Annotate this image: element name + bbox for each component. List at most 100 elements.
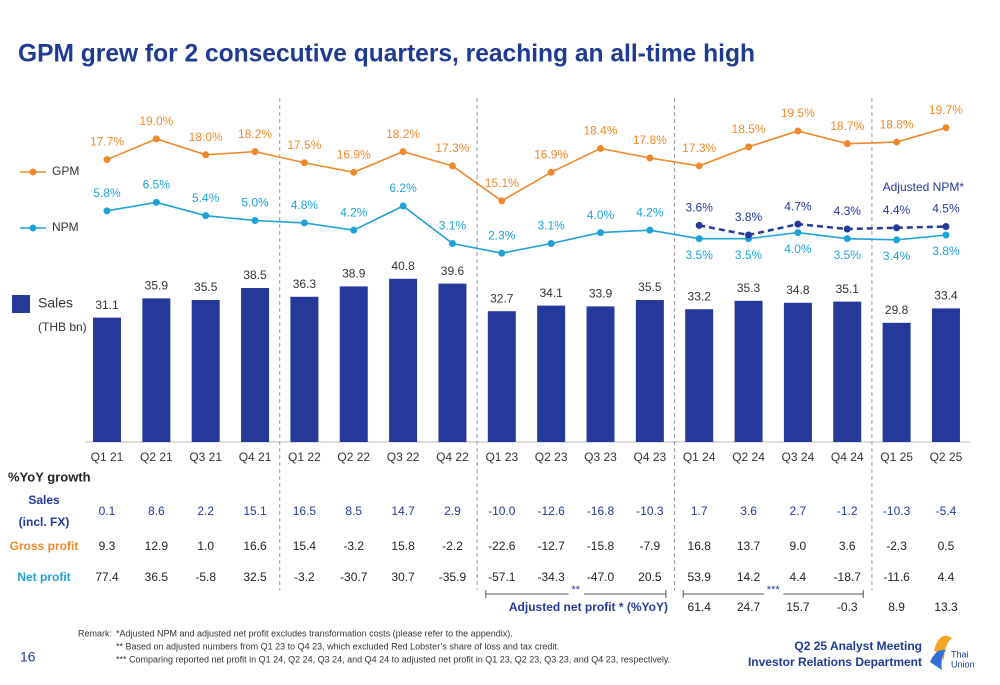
point-label: 4.0% — [784, 242, 812, 256]
point-label: 18.2% — [238, 127, 272, 141]
cell: -1.2 — [837, 504, 858, 518]
department: Investor Relations Department — [748, 655, 922, 669]
bar-label: 33.9 — [589, 287, 613, 301]
legend-label: Adjusted NPM* — [883, 180, 965, 194]
point — [745, 143, 753, 151]
point-label: 3.5% — [686, 248, 714, 262]
cell: -5.8 — [195, 570, 216, 584]
cell: 1.0 — [197, 539, 214, 553]
point-label: 18.7% — [830, 119, 864, 133]
point — [251, 148, 259, 156]
cell: 1.7 — [691, 504, 708, 518]
bar — [241, 288, 270, 442]
point — [843, 140, 851, 148]
cell: 30.7 — [391, 570, 415, 584]
x-tick-label: Q3 22 — [387, 450, 420, 464]
point-label: 2.3% — [488, 228, 516, 242]
point — [152, 135, 160, 143]
legend-label: NPM — [52, 220, 79, 234]
point — [103, 156, 111, 164]
cell: -15.8 — [587, 539, 615, 553]
x-tick-label: Q3 23 — [584, 450, 617, 464]
bar-label: 29.8 — [885, 303, 909, 317]
cell: 12.9 — [145, 539, 169, 553]
point-label: 3.5% — [735, 248, 763, 262]
bar-label: 35.5 — [638, 280, 662, 294]
point — [448, 162, 456, 170]
cell: 77.4 — [95, 570, 119, 584]
logo-shape — [930, 649, 946, 670]
bar — [191, 300, 220, 442]
cell: -18.7 — [834, 570, 862, 584]
point-label: 17.8% — [633, 133, 667, 147]
bar-label: 31.1 — [95, 298, 119, 312]
point — [695, 162, 703, 170]
cell: 15.1 — [243, 504, 267, 518]
cell: 3.6 — [740, 504, 757, 518]
point-label: 3.8% — [932, 244, 960, 258]
bar — [438, 283, 467, 442]
x-tick-label: Q4 21 — [239, 450, 272, 464]
row-label: (incl. FX) — [19, 515, 70, 529]
point-label: 5.4% — [192, 191, 220, 205]
x-tick-label: Q4 22 — [436, 450, 469, 464]
cell: 9.3 — [99, 539, 116, 553]
cell: -10.3 — [883, 504, 911, 518]
point — [843, 235, 851, 243]
point-label: 16.9% — [534, 147, 568, 161]
line — [106, 127, 947, 202]
cell: 32.5 — [243, 570, 267, 584]
point — [448, 239, 456, 247]
cell: -22.6 — [488, 539, 516, 553]
point — [942, 223, 950, 231]
point-label: 17.3% — [435, 141, 469, 155]
point — [202, 151, 210, 159]
cell: 3.6 — [839, 539, 856, 553]
remark: *** Comparing reported net profit in Q1 … — [116, 654, 670, 664]
point-label: 17.7% — [90, 135, 124, 149]
x-tick-label: Q1 22 — [288, 450, 321, 464]
cell: 8.5 — [345, 504, 362, 518]
point — [103, 207, 111, 215]
bar — [487, 311, 516, 442]
remark-label: Remark: — [78, 628, 112, 638]
point — [646, 226, 654, 234]
point — [942, 124, 950, 132]
bar — [339, 286, 368, 442]
point — [547, 168, 555, 176]
point-label: 4.0% — [587, 208, 615, 222]
cell: 24.7 — [737, 600, 761, 614]
cell: 14.2 — [737, 570, 761, 584]
bar-label: 35.5 — [194, 280, 218, 294]
row-label: Sales — [28, 493, 60, 507]
remark: ** Based on adjusted numbers from Q1 23 … — [116, 641, 559, 651]
point — [942, 231, 950, 239]
point — [646, 154, 654, 162]
line — [106, 201, 947, 254]
bar-label: 38.9 — [342, 267, 366, 281]
point — [794, 220, 802, 228]
cell: 0.5 — [938, 539, 955, 553]
point-label: 4.4% — [883, 203, 911, 217]
bar-label: 33.4 — [934, 289, 958, 303]
point — [695, 221, 703, 229]
point — [843, 225, 851, 233]
point-label: 6.5% — [143, 178, 171, 192]
x-tick-label: Q1 24 — [683, 450, 716, 464]
x-tick-label: Q2 24 — [732, 450, 765, 464]
cell: -57.1 — [488, 570, 516, 584]
bar-label: 39.6 — [441, 264, 465, 278]
cell: 13.3 — [934, 600, 958, 614]
point-label: 3.1% — [439, 219, 467, 233]
cell: -47.0 — [587, 570, 615, 584]
x-tick-label: Q4 23 — [633, 450, 666, 464]
bar-label: 38.5 — [243, 268, 267, 282]
bar-label: 35.1 — [836, 282, 860, 296]
logo-text: Union — [951, 659, 975, 669]
cell: 15.8 — [391, 539, 415, 553]
bar-label: 40.8 — [391, 259, 415, 273]
cell: -2.3 — [886, 539, 907, 553]
point-label: 17.3% — [682, 141, 716, 155]
point — [152, 198, 160, 206]
point — [893, 138, 901, 146]
